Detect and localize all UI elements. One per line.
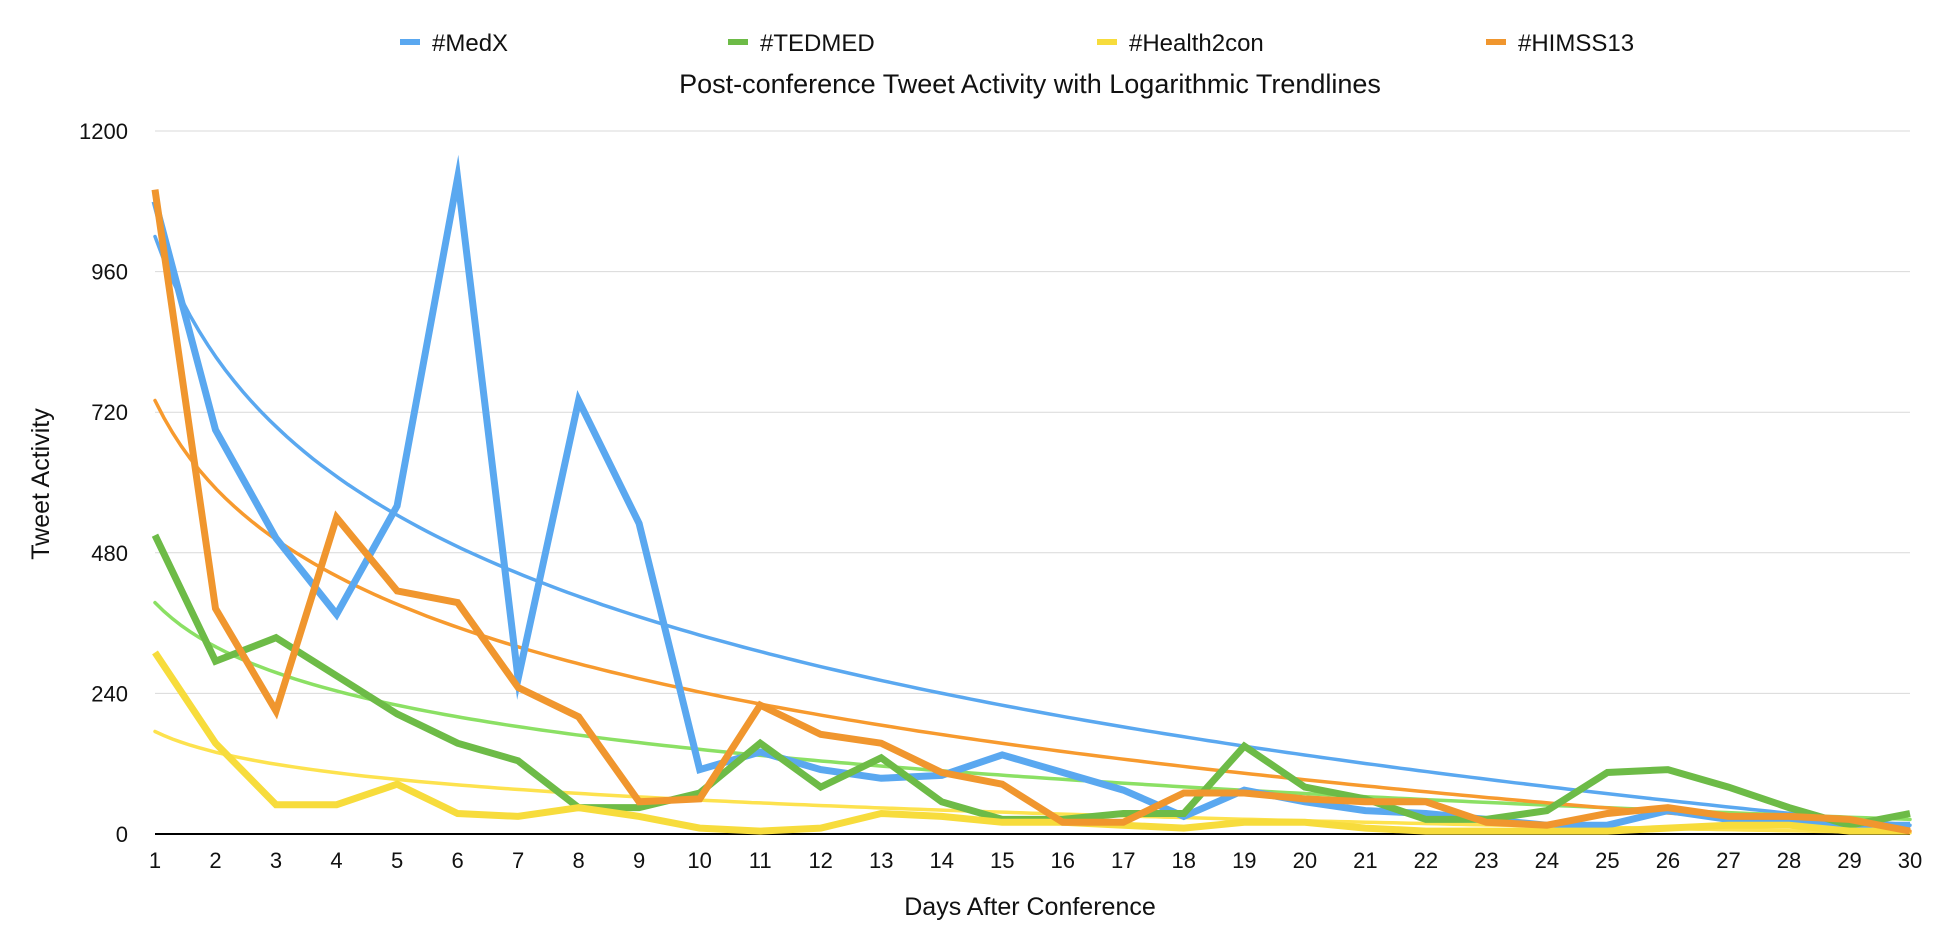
x-tick-label: 29 [1837, 848, 1861, 873]
y-tick-label: 720 [91, 400, 128, 425]
x-tick-label: 7 [512, 848, 524, 873]
series-line-medx [151, 154, 1910, 829]
x-tick-label: 9 [633, 848, 645, 873]
series-lines [151, 154, 1911, 835]
x-tick-label: 28 [1777, 848, 1801, 873]
trendline-himss13 [153, 398, 1912, 833]
x-tick-label: 30 [1898, 848, 1922, 873]
legend-label: #TEDMED [760, 30, 875, 57]
x-tick-label: 17 [1111, 848, 1135, 873]
x-tick-label: 8 [572, 848, 584, 873]
legend-label: #HIMSS13 [1518, 30, 1634, 57]
x-tick-label: 13 [869, 848, 893, 873]
x-tick-label: 10 [687, 848, 711, 873]
x-tick-label: 3 [270, 848, 282, 873]
x-tick-label: 6 [451, 848, 463, 873]
y-axis-title: Tweet Activity [27, 408, 55, 560]
x-tick-label: 26 [1656, 848, 1680, 873]
chart-title: Post-conference Tweet Activity with Loga… [679, 69, 1381, 99]
x-tick-label: 5 [391, 848, 403, 873]
x-tick-label: 2 [209, 848, 221, 873]
x-tick-label: 27 [1716, 848, 1740, 873]
y-tick-label: 480 [91, 541, 128, 566]
x-tick-label: 25 [1595, 848, 1619, 873]
x-tick-label: 14 [929, 848, 953, 873]
x-tick-label: 15 [990, 848, 1014, 873]
x-axis-title: Days After Conference [904, 893, 1156, 921]
x-tick-label: 16 [1051, 848, 1075, 873]
legend-item: #Health2con [1097, 30, 1264, 57]
legend-item: #MedX [400, 30, 508, 57]
gridlines [155, 130, 1910, 694]
legend-item: #HIMSS13 [1486, 30, 1634, 57]
y-axis-ticks: 0 240 480 720 960 1200 [79, 119, 128, 847]
x-axis-ticks: 1 2 3 4 5 6 7 8 9 10 11 12 13 14 15 16 17 18 19 20 21 22 23 24 2… [149, 848, 1922, 873]
trendlines [153, 234, 1912, 835]
legend-label: #Health2con [1129, 30, 1264, 57]
y-tick-label: 240 [91, 681, 128, 706]
series-line-himss13 [151, 189, 1911, 835]
x-tick-label: 23 [1474, 848, 1498, 873]
y-tick-label: 1200 [79, 119, 128, 144]
legend-label: #MedX [432, 30, 508, 57]
legend-item: #TEDMED [728, 30, 875, 57]
x-tick-label: 1 [149, 848, 161, 873]
y-tick-label: 960 [91, 260, 128, 285]
trendline-medx [153, 234, 1912, 827]
x-tick-label: 11 [749, 848, 772, 873]
x-tick-label: 12 [808, 848, 832, 873]
x-tick-label: 19 [1232, 848, 1256, 873]
x-tick-label: 18 [1172, 848, 1196, 873]
x-tick-label: 21 [1353, 848, 1377, 873]
series-line-health2con [152, 650, 1910, 835]
x-tick-label: 4 [330, 848, 342, 873]
x-tick-label: 22 [1414, 848, 1438, 873]
x-tick-label: 24 [1535, 848, 1559, 873]
y-tick-label: 0 [116, 822, 128, 847]
x-tick-label: 20 [1293, 848, 1317, 873]
legend: #MedX #TEDMED #Health2con #HIMSS13 [400, 30, 1634, 57]
